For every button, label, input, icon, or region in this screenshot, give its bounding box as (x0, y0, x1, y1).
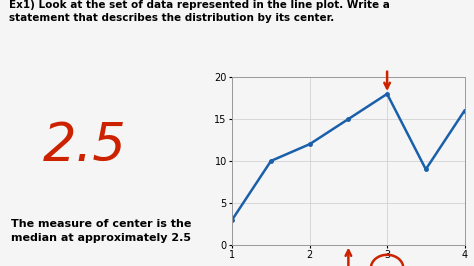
Text: The measure of center is the
median at approximately 2.5: The measure of center is the median at a… (11, 219, 191, 243)
Text: Ex1) Look at the set of data represented in the line plot. Write a
statement tha: Ex1) Look at the set of data represented… (9, 0, 391, 23)
Text: 2.5: 2.5 (43, 120, 127, 172)
